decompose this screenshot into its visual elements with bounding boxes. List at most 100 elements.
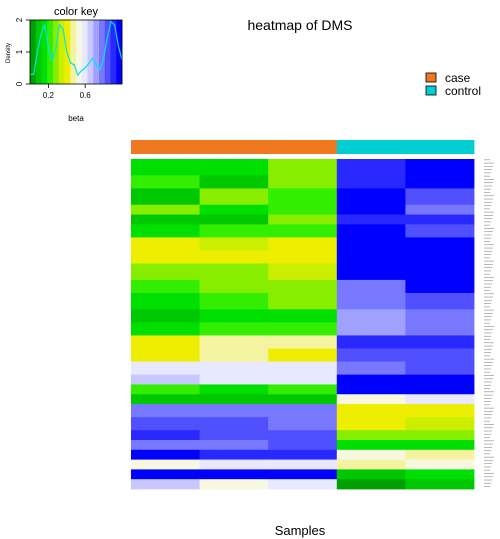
heatmap-cell xyxy=(405,224,475,238)
heatmap-cell xyxy=(405,374,475,385)
heatmap-cell xyxy=(199,459,269,470)
heatmap-cell xyxy=(268,175,338,189)
heatmap-cell xyxy=(199,175,269,189)
color-key-bin xyxy=(76,20,83,84)
heatmap-cell xyxy=(405,469,475,480)
heatmap-cell xyxy=(199,404,269,418)
heatmap-cell xyxy=(336,250,406,264)
color-key-ylabel: Density xyxy=(6,43,12,63)
heatmap-cell xyxy=(199,439,269,451)
heatmap-cell xyxy=(405,159,475,176)
color-key-bin xyxy=(104,20,111,84)
heatmap-cell xyxy=(405,214,475,225)
heatmap-cell xyxy=(199,384,269,395)
legend-swatch-case xyxy=(425,72,437,83)
color-key-bin xyxy=(53,20,60,84)
heatmap-cell xyxy=(199,159,269,176)
heatmap-cell xyxy=(268,224,338,238)
legend-label-control: control xyxy=(445,84,481,98)
heatmap-cell xyxy=(405,459,475,470)
heatmap-cell xyxy=(268,374,338,385)
heatmap-cell xyxy=(405,279,475,294)
heatmap-cell xyxy=(131,224,200,238)
heatmap-cell xyxy=(268,449,338,460)
color-key-bin xyxy=(110,20,117,84)
heatmap-cell xyxy=(131,430,200,441)
heatmap-cell xyxy=(405,384,475,395)
heatmap-cell xyxy=(268,394,338,405)
color-key-bin xyxy=(87,20,94,84)
heatmap-cell xyxy=(405,292,475,310)
heatmap-cell xyxy=(131,361,200,376)
color-key-x-tick-label: 0.6 xyxy=(80,91,92,100)
heatmap-cell xyxy=(199,250,269,264)
heatmap-cell xyxy=(199,322,269,336)
heatmap-cell xyxy=(131,469,200,480)
heatmap-cell xyxy=(336,417,406,431)
heatmap-cell xyxy=(336,204,406,215)
heatmap-cell xyxy=(131,459,200,470)
heatmap-cell xyxy=(405,430,475,441)
heatmap-cell xyxy=(199,292,269,310)
heatmap-cell xyxy=(336,279,406,294)
heatmap-cell xyxy=(199,394,269,405)
heatmap-cell xyxy=(131,188,200,206)
color-key-bin xyxy=(70,20,77,84)
heatmap-cell xyxy=(131,159,200,176)
color-key-bin xyxy=(64,20,71,84)
color-key-y-tick-label: 2 xyxy=(15,17,24,22)
heatmap-cell xyxy=(268,237,338,251)
heatmap-cell xyxy=(268,250,338,264)
heatmap-cell xyxy=(199,309,269,323)
heatmap-cell xyxy=(131,292,200,310)
heatmap-cell xyxy=(131,279,200,294)
heatmap-cell xyxy=(131,394,200,405)
heatmap-cell xyxy=(199,348,269,362)
color-key-bin xyxy=(41,20,48,84)
heatmap-cell xyxy=(268,479,338,490)
heatmap-cell xyxy=(199,335,269,349)
heatmap-cell xyxy=(405,479,475,490)
group-cell-control xyxy=(405,140,475,154)
heatmap-cell xyxy=(336,188,406,206)
heatmap-cell xyxy=(405,322,475,336)
heatmap-cell xyxy=(336,394,406,405)
heatmap-cell xyxy=(268,430,338,441)
heatmap-cell xyxy=(268,309,338,323)
color-key-title: color key xyxy=(54,6,99,18)
color-key-y-tick-label: 0 xyxy=(15,81,24,86)
color-key-bin xyxy=(58,20,65,84)
heatmap-cell xyxy=(199,279,269,294)
heatmap-cell xyxy=(405,348,475,362)
x-axis-label: Samples xyxy=(275,523,326,538)
heatmap-cell xyxy=(268,348,338,362)
heatmap-cell xyxy=(405,449,475,460)
heatmap-cell xyxy=(336,263,406,281)
group-cell-case xyxy=(131,140,200,154)
heatmap-cell xyxy=(131,204,200,215)
legend-label-case: case xyxy=(445,71,471,85)
group-cell-case xyxy=(199,140,269,154)
color-key-bin xyxy=(81,20,88,84)
heatmap-cell xyxy=(336,322,406,336)
heatmap-cell xyxy=(268,322,338,336)
heatmap-cell xyxy=(268,384,338,395)
heatmap-cell xyxy=(268,469,338,480)
heatmap-cell xyxy=(405,175,475,189)
heatmap-cell xyxy=(268,188,338,206)
heatmap-cell xyxy=(336,459,406,470)
heatmap-cell xyxy=(405,250,475,264)
heatmap-cell xyxy=(199,374,269,385)
heatmap-cell xyxy=(199,449,269,460)
heatmap-cell xyxy=(336,404,406,418)
color-key-bin xyxy=(99,20,106,84)
heatmap-cell xyxy=(336,374,406,385)
color-key-x-tick-label: 0.2 xyxy=(43,91,55,100)
row-labels xyxy=(484,159,494,487)
heatmap-cell xyxy=(199,430,269,441)
heatmap-cell xyxy=(131,439,200,451)
heatmap-cell xyxy=(268,279,338,294)
heatmap-cell xyxy=(405,309,475,323)
heatmap-cell xyxy=(268,263,338,281)
